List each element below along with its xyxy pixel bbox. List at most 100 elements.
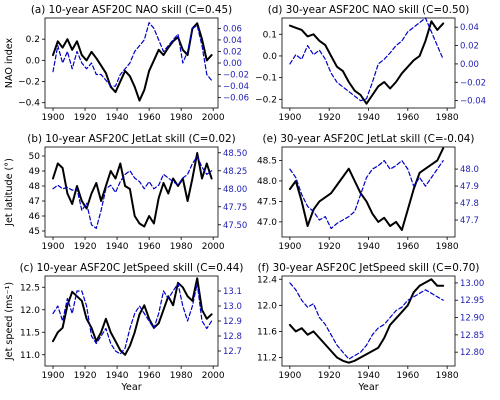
y-tick-label: 47 (29, 197, 40, 207)
y-tick-label: 47.5 (257, 197, 277, 207)
y2-tick-label: 12.95 (460, 296, 484, 306)
y2-tick-label: 0.02 (460, 42, 479, 52)
x-tick-label: 1920 (74, 242, 97, 252)
x-tick-label: 1980 (170, 371, 193, 381)
y2-tick-label: 12.90 (460, 314, 484, 324)
y2-tick-label: 0.00 (223, 59, 242, 69)
series-line-model-dashed (52, 155, 213, 229)
x-tick-label: 1900 (42, 371, 65, 381)
x-tick-label: 1960 (138, 242, 161, 252)
panel-f-jetspeed-30yr: (f) 30-year ASF20C JetSpeed skill (C=0.7… (257, 262, 484, 393)
x-tick-label: 1980 (436, 242, 459, 252)
y2-tick-label: 48.0 (460, 165, 479, 175)
x-tick-label: 1900 (42, 242, 65, 252)
series-line-observed (288, 278, 445, 364)
y-tick-label: 11.0 (20, 351, 40, 361)
x-tick-label: 2000 (202, 242, 225, 252)
y2-tick-label: −0.02 (460, 78, 486, 88)
y-tick-label: −0.2 (18, 78, 40, 88)
series-line-model-dashed (52, 282, 213, 355)
x-tick-label: 1900 (278, 242, 301, 252)
y2-tick-label: 0.00 (460, 60, 479, 70)
y2-tick-label: 13.0 (223, 302, 242, 312)
y-tick-label: −0.4 (18, 99, 40, 109)
x-tick-label: 2000 (202, 113, 225, 123)
y-tick-label: 50 (29, 152, 41, 162)
y-tick-label: 45 (29, 227, 40, 237)
y-tick-label: 11.2 (257, 354, 277, 364)
x-tick-label: 1900 (278, 371, 301, 381)
series-line-model-dashed (52, 22, 213, 87)
x-tick-label: 1920 (74, 113, 97, 123)
series-line-model-dashed (289, 17, 444, 102)
x-tick-label: 1900 (42, 113, 65, 123)
panel-title: (a) 10-year ASF20C NAO skill (C=0.45) (31, 4, 232, 16)
y2-tick-label: 0.02 (223, 47, 242, 57)
y2-tick-label: 13.00 (460, 279, 484, 289)
y2-tick-label: 12.9 (223, 317, 242, 327)
x-tick-label: 1920 (318, 242, 341, 252)
series-line-model-dashed (289, 282, 444, 360)
y-tick-label: 48.0 (257, 177, 277, 187)
y2-tick-label: −0.04 (223, 82, 249, 92)
series-line-observed (288, 20, 445, 105)
x-tick-label: 1940 (106, 371, 129, 381)
panel-title: (f) 30-year ASF20C JetSpeed skill (C=0.7… (258, 262, 480, 274)
y2-tick-label: 48.50 (223, 149, 247, 159)
y2-tick-label: −0.06 (223, 94, 249, 104)
x-tick-label: 1960 (138, 371, 161, 381)
series-line-observed (52, 22, 213, 102)
y-tick-label: 47.0 (257, 218, 277, 228)
y2-tick-label: 47.50 (223, 221, 247, 231)
y2-tick-label: 12.80 (460, 348, 484, 358)
panel-a-nao-10yr: (a) 10-year ASF20C NAO skill (C=0.45) NA… (4, 4, 249, 123)
x-tick-label: 1980 (436, 371, 459, 381)
y2-tick-label: −0.04 (460, 97, 486, 107)
y-tick-label: 12.0 (257, 301, 277, 311)
y2-tick-label: 48.25 (223, 167, 247, 177)
panel-title: (c) 10-year ASF20C JetSpeed skill (C=0.4… (20, 262, 244, 274)
x-tick-label: 1920 (318, 113, 341, 123)
y2-tick-label: 12.8 (223, 332, 242, 342)
x-axis-label: Year (357, 382, 378, 393)
y2-tick-label: −0.02 (223, 71, 249, 81)
x-tick-label: 1960 (396, 371, 419, 381)
y-tick-label: 0.1 (263, 30, 277, 40)
x-tick-label: 1980 (436, 113, 459, 123)
x-tick-label: 2000 (202, 371, 225, 381)
panel-d-nao-30yr: (d) 30-year ASF20C NAO skill (C=0.50) 19… (255, 4, 486, 123)
x-tick-label: 1920 (318, 371, 341, 381)
series-line-observed (52, 152, 213, 228)
panel-e-jetlat-30yr: (e) 30-year ASF20C JetLat skill (C=-0.04… (257, 133, 479, 252)
y-axis-label: Jet speed (ms⁻¹) (4, 282, 15, 361)
x-tick-label: 1980 (170, 242, 193, 252)
plot-frame (44, 146, 219, 238)
x-tick-label: 1960 (396, 242, 419, 252)
y-tick-label: 12.0 (20, 306, 40, 316)
plot-frame (44, 275, 219, 367)
y-tick-label: 0.0 (26, 56, 41, 66)
x-tick-label: 1940 (106, 242, 129, 252)
x-tick-label: 1960 (138, 113, 161, 123)
panel-title: (b) 10-year ASF20C JetLat skill (C=0.02) (27, 133, 235, 145)
y2-tick-label: 47.75 (223, 203, 247, 213)
panel-title: (e) 30-year ASF20C JetLat skill (C=-0.04… (263, 133, 475, 145)
panel-title: (d) 30-year ASF20C NAO skill (C=0.50) (268, 4, 470, 16)
y2-tick-label: 0.04 (223, 36, 242, 46)
x-axis-label: Year (120, 382, 141, 393)
y2-tick-label: 47.7 (460, 216, 479, 226)
x-tick-label: 1960 (396, 113, 419, 123)
y2-tick-label: 12.7 (223, 347, 242, 357)
y-tick-label: 49 (29, 167, 41, 177)
x-tick-label: 1940 (357, 113, 380, 123)
y-tick-label: −0.1 (255, 74, 277, 84)
series-line-observed (52, 277, 213, 356)
x-tick-label: 1920 (74, 371, 97, 381)
x-tick-label: 1940 (106, 113, 129, 123)
y2-tick-label: 48.00 (223, 185, 247, 195)
y-tick-label: 0.0 (263, 52, 278, 62)
x-tick-label: 1980 (170, 113, 193, 123)
y-tick-label: 11.6 (257, 327, 277, 337)
panel-c-jetspeed-10yr: (c) 10-year ASF20C JetSpeed skill (C=0.4… (4, 262, 243, 393)
y-tick-label: 12.5 (20, 283, 40, 293)
